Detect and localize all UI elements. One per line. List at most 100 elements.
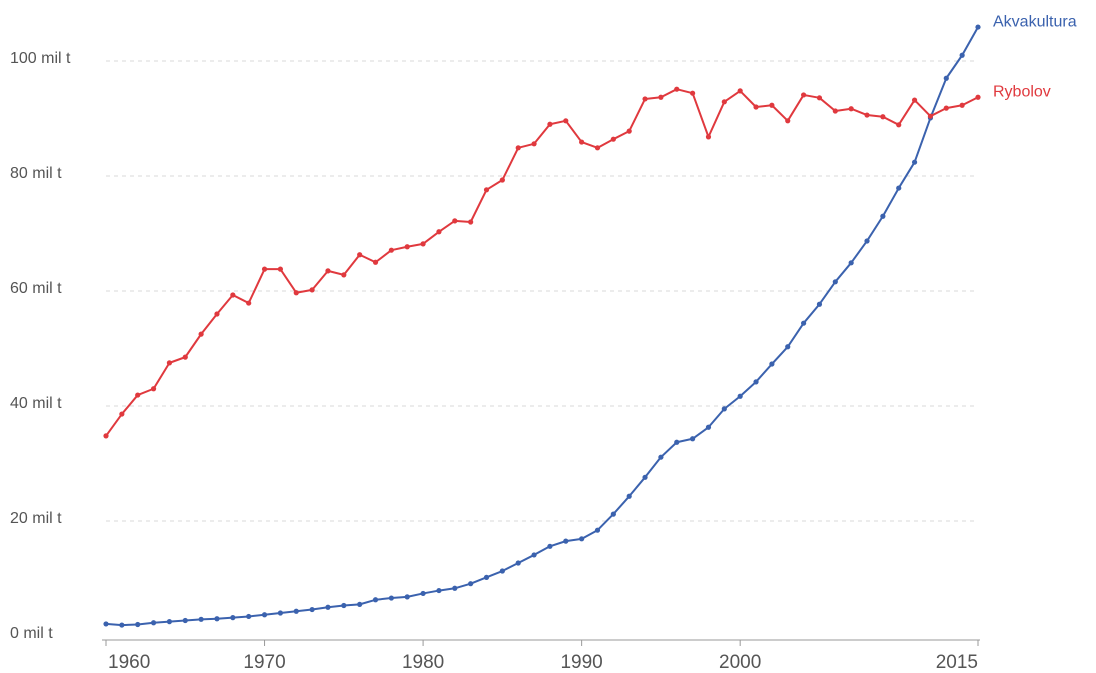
- data-point: [785, 344, 791, 350]
- data-point: [864, 238, 870, 244]
- data-point: [515, 145, 521, 151]
- data-point: [674, 439, 680, 445]
- data-point: [325, 604, 331, 610]
- data-point: [563, 118, 569, 124]
- data-point: [721, 406, 727, 412]
- data-point: [927, 113, 934, 119]
- data-point: [214, 311, 220, 317]
- data-point: [594, 527, 601, 533]
- data-point: [468, 581, 474, 587]
- data-point: [880, 114, 886, 120]
- data-point: [658, 454, 664, 460]
- data-point: [309, 287, 315, 293]
- data-point: [816, 301, 823, 307]
- data-point: [531, 141, 537, 147]
- data-point: [864, 112, 870, 118]
- data-point: [293, 290, 299, 296]
- data-point: [388, 595, 394, 601]
- data-point: [261, 266, 268, 272]
- data-point: [515, 560, 521, 566]
- data-point: [325, 268, 331, 274]
- data-point: [388, 247, 394, 253]
- data-point: [483, 187, 490, 193]
- data-point: [230, 615, 236, 621]
- data-point: [277, 266, 283, 272]
- data-point: [103, 433, 109, 439]
- y-tick-label: 80 mil t: [10, 165, 62, 182]
- data-point: [166, 619, 173, 625]
- x-tick-label: 2000: [719, 652, 761, 673]
- data-point: [119, 622, 125, 628]
- data-point: [737, 393, 743, 399]
- data-point: [642, 96, 648, 102]
- data-point: [420, 241, 426, 247]
- data-point: [959, 102, 965, 108]
- data-point: [293, 608, 299, 614]
- data-point: [579, 139, 585, 145]
- data-point: [674, 86, 680, 92]
- data-point: [261, 612, 268, 618]
- data-point: [753, 104, 759, 110]
- data-point: [959, 52, 965, 58]
- data-point: [246, 613, 252, 620]
- data-point: [436, 229, 442, 235]
- data-point: [832, 108, 838, 114]
- data-point: [182, 617, 188, 624]
- data-point: [816, 95, 823, 101]
- y-tick-label: 0 mil t: [10, 625, 53, 642]
- data-point: [182, 354, 188, 360]
- data-point: [737, 88, 743, 94]
- data-point: [103, 621, 109, 627]
- data-point: [880, 213, 886, 219]
- x-tick-label: 2015: [936, 652, 978, 673]
- data-point: [135, 621, 141, 628]
- data-point: [943, 105, 949, 111]
- data-point: [705, 424, 712, 430]
- data-point: [372, 259, 379, 265]
- data-point: [658, 94, 664, 100]
- data-point: [483, 574, 490, 580]
- data-point: [119, 411, 125, 417]
- data-point: [357, 252, 363, 258]
- data-point: [420, 590, 426, 597]
- x-tick-label: 1980: [402, 652, 444, 673]
- y-tick-label: 100 mil t: [10, 50, 71, 67]
- data-point: [975, 94, 981, 100]
- data-point: [690, 90, 696, 96]
- data-point: [357, 601, 363, 607]
- data-point: [404, 244, 410, 250]
- series-line: [105, 26, 979, 627]
- x-tick-label: 1960: [108, 652, 150, 673]
- data-point: [198, 331, 204, 337]
- data-point: [150, 386, 157, 392]
- data-point: [705, 134, 712, 140]
- data-point: [579, 536, 585, 542]
- data-point: [198, 616, 204, 622]
- data-point: [309, 606, 315, 613]
- data-point: [547, 543, 553, 549]
- data-point: [594, 145, 601, 151]
- data-point: [372, 597, 379, 603]
- data-point: [499, 177, 505, 183]
- data-point: [563, 538, 569, 544]
- data-point: [452, 218, 458, 224]
- data-point: [230, 292, 236, 298]
- data-point: [626, 493, 632, 499]
- data-point: [626, 128, 632, 134]
- data-point: [135, 392, 141, 398]
- data-point: [214, 616, 220, 622]
- data-point: [531, 552, 537, 558]
- data-point: [721, 99, 727, 105]
- data-point: [896, 122, 902, 128]
- series-label: Akvakultura: [993, 13, 1077, 30]
- y-tick-label: 40 mil t: [10, 395, 62, 412]
- data-point: [404, 594, 410, 600]
- data-point: [943, 75, 949, 81]
- data-point: [769, 361, 775, 367]
- data-point: [911, 159, 918, 165]
- data-point: [499, 568, 505, 574]
- data-point: [690, 436, 696, 442]
- data-point: [896, 185, 902, 191]
- data-point: [801, 92, 807, 98]
- series-label: Rybolov: [993, 83, 1051, 100]
